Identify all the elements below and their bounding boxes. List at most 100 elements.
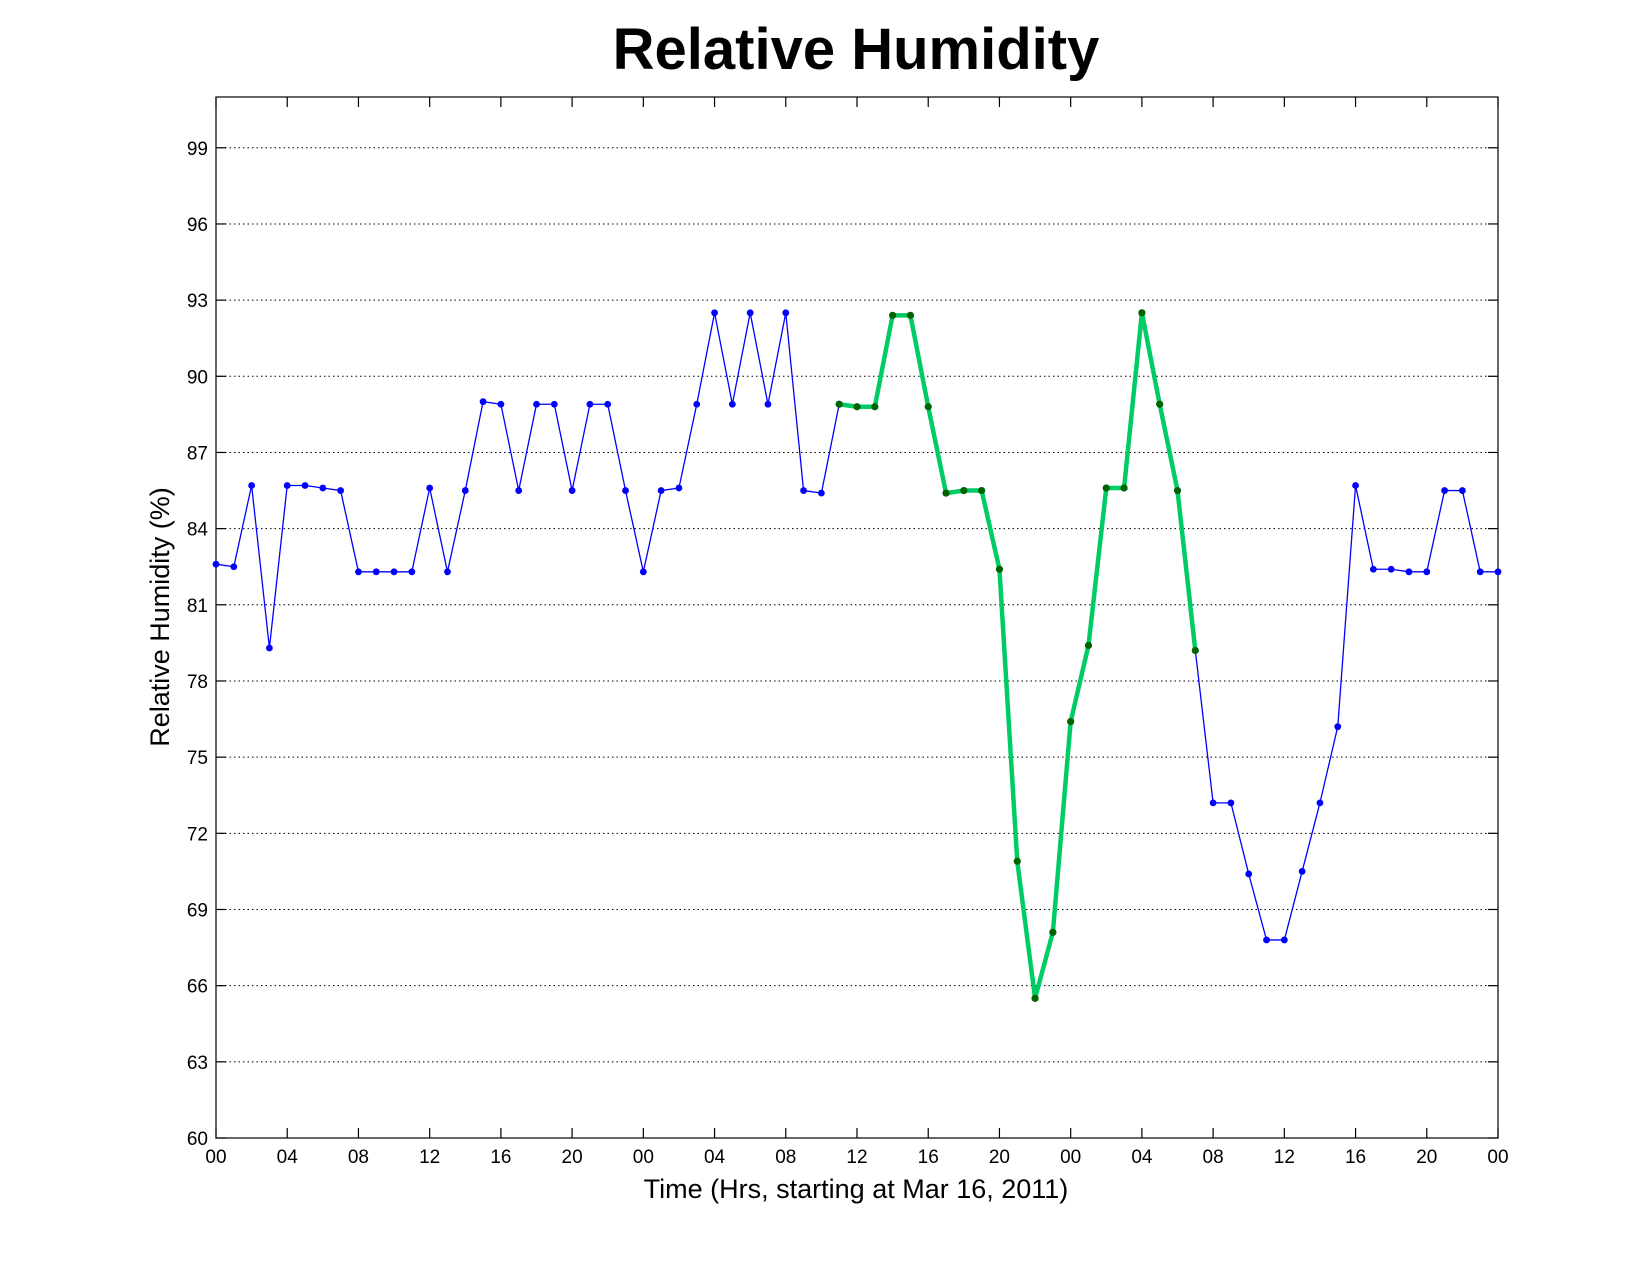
y-tick-label: 96 bbox=[187, 215, 208, 236]
data-point bbox=[266, 644, 273, 652]
x-tick-label: 00 bbox=[633, 1147, 654, 1168]
data-point bbox=[426, 484, 434, 492]
data-point bbox=[817, 489, 825, 497]
x-tick-label: 08 bbox=[348, 1147, 369, 1168]
y-tick-label: 75 bbox=[187, 748, 208, 769]
y-tick-label: 78 bbox=[187, 672, 208, 693]
data-point bbox=[835, 400, 843, 408]
y-tick-label: 69 bbox=[187, 900, 208, 921]
data-series bbox=[212, 309, 1502, 1002]
data-point bbox=[1369, 565, 1377, 573]
x-tick-label: 04 bbox=[1131, 1147, 1153, 1168]
x-tick-label: 00 bbox=[1060, 1147, 1081, 1168]
data-point bbox=[1405, 568, 1413, 576]
y-tick-label: 72 bbox=[187, 824, 208, 845]
x-tick-label: 20 bbox=[989, 1147, 1010, 1168]
data-point bbox=[746, 309, 754, 317]
data-point bbox=[1476, 568, 1484, 576]
data-point bbox=[1441, 487, 1448, 494]
data-point bbox=[1013, 857, 1021, 865]
data-point bbox=[301, 482, 309, 489]
axis-ticks: 60 63 66 69 72 75 78 81 84 87 90 93 96 99 00 04 08 12 16 20… bbox=[187, 97, 1509, 1168]
x-axis-label: Time (Hrs, starting at Mar 16, 2011) bbox=[644, 1174, 1069, 1204]
data-point bbox=[355, 568, 362, 576]
data-point bbox=[1494, 568, 1502, 576]
data-point bbox=[711, 309, 718, 317]
data-point bbox=[1120, 484, 1128, 492]
series-1 bbox=[212, 309, 1502, 1002]
y-tick-label: 99 bbox=[187, 139, 208, 160]
data-point bbox=[337, 487, 345, 494]
data-point bbox=[479, 398, 487, 406]
data-point bbox=[533, 400, 540, 408]
series-line bbox=[215, 312, 1498, 999]
data-point bbox=[1156, 400, 1164, 408]
data-point bbox=[675, 484, 683, 492]
data-point bbox=[782, 309, 790, 317]
data-point bbox=[906, 311, 915, 319]
x-tick-label: 12 bbox=[1274, 1147, 1295, 1168]
data-point bbox=[764, 400, 772, 408]
data-point bbox=[604, 400, 612, 408]
data-point bbox=[1084, 641, 1093, 650]
y-axis-label: Relative Humidity (%) bbox=[145, 487, 175, 747]
data-point bbox=[1173, 486, 1182, 495]
data-point bbox=[1191, 646, 1199, 655]
data-point bbox=[230, 563, 238, 571]
data-point bbox=[622, 487, 629, 494]
data-point bbox=[960, 486, 968, 495]
data-point bbox=[800, 487, 807, 494]
data-point bbox=[1049, 928, 1057, 936]
data-point bbox=[1067, 718, 1075, 726]
data-point bbox=[390, 568, 398, 576]
x-tick-label: 12 bbox=[846, 1147, 867, 1168]
data-point bbox=[1352, 482, 1359, 489]
data-point bbox=[212, 560, 220, 568]
x-tick-label: 08 bbox=[1203, 1147, 1224, 1168]
data-point bbox=[1280, 936, 1288, 944]
data-point bbox=[1263, 936, 1270, 944]
data-point bbox=[1387, 565, 1395, 573]
data-point bbox=[283, 482, 291, 489]
plot-frame bbox=[215, 96, 1499, 1139]
y-tick-label: 84 bbox=[187, 520, 209, 541]
data-point bbox=[657, 487, 665, 494]
data-point bbox=[889, 311, 897, 319]
data-point bbox=[1031, 994, 1039, 1002]
y-tick-label: 66 bbox=[187, 977, 208, 998]
data-point bbox=[550, 400, 558, 408]
data-point bbox=[978, 486, 986, 495]
data-point bbox=[853, 403, 861, 411]
gridlines bbox=[216, 147, 1498, 1063]
data-point bbox=[568, 487, 576, 494]
x-tick-label: 16 bbox=[918, 1147, 939, 1168]
data-point bbox=[248, 482, 256, 489]
data-point bbox=[461, 487, 469, 494]
x-tick-label: 08 bbox=[775, 1147, 796, 1168]
y-tick-label: 90 bbox=[187, 367, 208, 388]
y-tick-label: 63 bbox=[187, 1053, 208, 1074]
x-tick-label: 20 bbox=[562, 1147, 583, 1168]
x-tick-label: 00 bbox=[205, 1147, 226, 1168]
data-point bbox=[995, 565, 1004, 573]
data-point bbox=[1245, 870, 1253, 878]
y-tick-label: 87 bbox=[187, 443, 208, 464]
data-point bbox=[515, 487, 523, 494]
data-point bbox=[693, 400, 701, 408]
data-point bbox=[728, 400, 736, 408]
data-point bbox=[586, 400, 594, 408]
x-tick-label: 00 bbox=[1487, 1147, 1508, 1168]
x-tick-label: 04 bbox=[704, 1147, 726, 1168]
series-2 bbox=[835, 309, 1199, 1002]
data-point bbox=[1138, 309, 1146, 317]
data-point bbox=[924, 403, 932, 411]
data-point bbox=[1423, 568, 1431, 576]
data-point bbox=[1209, 799, 1217, 807]
x-tick-label: 20 bbox=[1416, 1147, 1437, 1168]
data-point bbox=[1458, 487, 1466, 494]
x-tick-label: 12 bbox=[419, 1147, 440, 1168]
x-tick-label: 04 bbox=[277, 1147, 299, 1168]
x-tick-label: 16 bbox=[1345, 1147, 1366, 1168]
data-point bbox=[1316, 799, 1324, 807]
data-point bbox=[372, 568, 380, 576]
